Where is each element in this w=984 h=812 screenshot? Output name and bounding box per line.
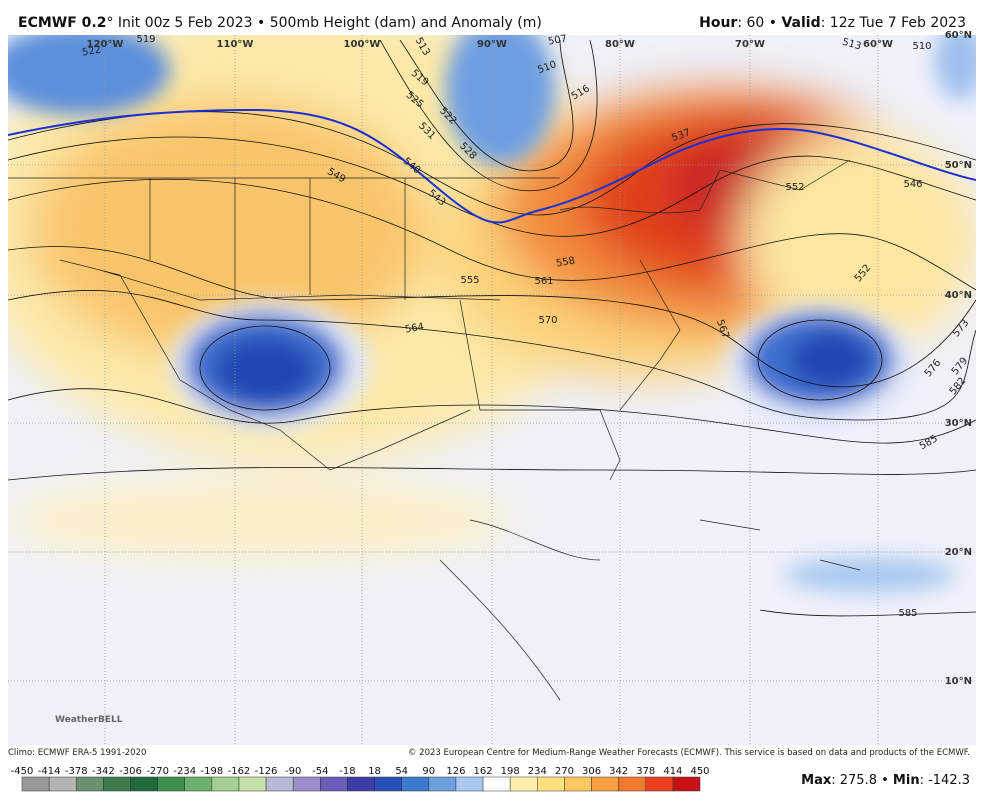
colorbar-swatch [320,776,348,792]
colorbar-swatch [292,776,321,792]
hour-text: : 60 • [737,15,781,31]
valid-label: Valid [781,15,820,31]
max-text: : 275.8 • [831,773,893,788]
colorbar-tick-label: -126 [255,766,278,777]
colorbar-tick-label: -414 [38,766,61,777]
colorbar-swatch [618,776,647,792]
colorbar-swatch [401,776,430,792]
colorbar-swatch [157,776,185,792]
colorbar-swatch [21,776,50,792]
colorbar-swatch [455,776,484,792]
colorbar-swatch [347,776,375,792]
colorbar-swatch [265,776,294,792]
colorbar-tick-label: 18 [368,766,381,777]
contour-label: 519 [136,34,155,45]
hour-label: Hour [699,15,737,31]
model: ECMWF 0.2 [18,15,106,31]
colorbar-swatch [509,776,538,792]
colorbar-tick-label: 234 [528,766,547,777]
map [8,35,976,745]
longitude-label: 120°W [87,39,124,50]
colorbar-tick-label: -54 [312,766,328,777]
colorbar-tick-label: 342 [609,766,628,777]
colorbar-tick-label: -378 [65,766,88,777]
footer-climo: Climo: ECMWF ERA-5 1991-2020 [8,748,146,758]
colorbar-tick-label: -198 [200,766,223,777]
colorbar-swatch [75,776,104,792]
colorbar-tick-label: 414 [663,766,682,777]
colorbar-swatch [564,776,592,792]
longitude-label: 70°W [735,39,765,50]
latitude-label: 20°N [945,547,972,558]
colorbar-tick-label: -306 [119,766,142,777]
colorbar-tick-label: -162 [228,766,251,777]
colorbar-swatch [428,776,457,792]
colorbar-tick-label: -234 [173,766,196,777]
colorbar-swatch [672,776,701,792]
contour-label: 507 [547,33,568,47]
header-right: Hour: 60 • Valid: 12z Tue 7 Feb 2023 [699,15,966,31]
latitude-label: 30°N [945,418,972,429]
contour-label: 558 [555,255,576,269]
contour-label: 555 [460,275,479,286]
colorbar-tick-label: 162 [473,766,492,777]
longitude-label: 110°W [217,39,254,50]
footer-copyright: © 2023 European Centre for Medium-Range … [408,748,970,758]
longitude-label: 60°W [863,39,893,50]
colorbar-swatch [211,776,240,792]
latitude-label: 10°N [945,676,972,687]
colorbar-swatch [48,776,77,792]
stats: Max: 275.8 • Min: -142.3 [801,773,970,788]
max-label: Max [801,773,832,788]
longitude-label: 100°W [344,39,381,50]
latitude-label: 40°N [945,290,972,301]
contour-label: 513 [841,37,862,53]
colorbar-tick-label: 270 [555,766,574,777]
latitude-label: 50°N [945,160,972,171]
contour-label: 510 [912,41,931,52]
colorbar-tick-label: 198 [501,766,520,777]
colorbar-swatch [130,776,158,792]
colorbar-swatch [482,776,511,792]
min-label: Min [893,773,920,788]
colorbar-swatch [591,776,619,792]
colorbar-swatch [184,776,213,792]
colorbar-tick-label: -450 [11,766,34,777]
contour-label: 585 [898,608,917,619]
valid-text: : 12z Tue 7 Feb 2023 [821,15,966,31]
colorbar-tick-label: 90 [422,766,435,777]
init: ° Init 00z 5 Feb 2023 • 500mb Height (da… [106,15,541,31]
contour-label: 564 [404,321,425,335]
latitude-label: 60°N [945,30,972,41]
min-text: : -142.3 [920,773,970,788]
logo: WeatherBELL [55,715,123,725]
colorbar-swatch [537,776,565,792]
contour-label: 570 [538,315,557,326]
contour-label: 552 [785,182,804,193]
header-left: ECMWF 0.2° Init 00z 5 Feb 2023 • 500mb H… [18,15,542,31]
colorbar-swatch [238,776,267,792]
colorbar-tick-label: -90 [285,766,301,777]
longitude-label: 90°W [477,39,507,50]
colorbar-tick-label: 450 [690,766,709,777]
colorbar-swatch [103,776,131,792]
contour-label: 561 [534,276,553,287]
colorbar-tick-label: 378 [636,766,655,777]
colorbar-tick-label: 306 [582,766,601,777]
colorbar-tick-label: -342 [92,766,115,777]
colorbar-tick-label: -270 [146,766,169,777]
colorbar-swatch [374,776,402,792]
colorbar-tick-label: 126 [446,766,465,777]
colorbar-swatch [645,776,674,792]
colorbar-tick-label: 54 [395,766,408,777]
contour-label: 522 [81,44,102,58]
colorbar-tick-label: -18 [339,766,355,777]
colorbar: -450 -414 -378 -342 -306 -270 -234 -198 -162 -126… [11,766,710,792]
longitude-label: 80°W [605,39,635,50]
contour-label: 546 [903,179,922,190]
